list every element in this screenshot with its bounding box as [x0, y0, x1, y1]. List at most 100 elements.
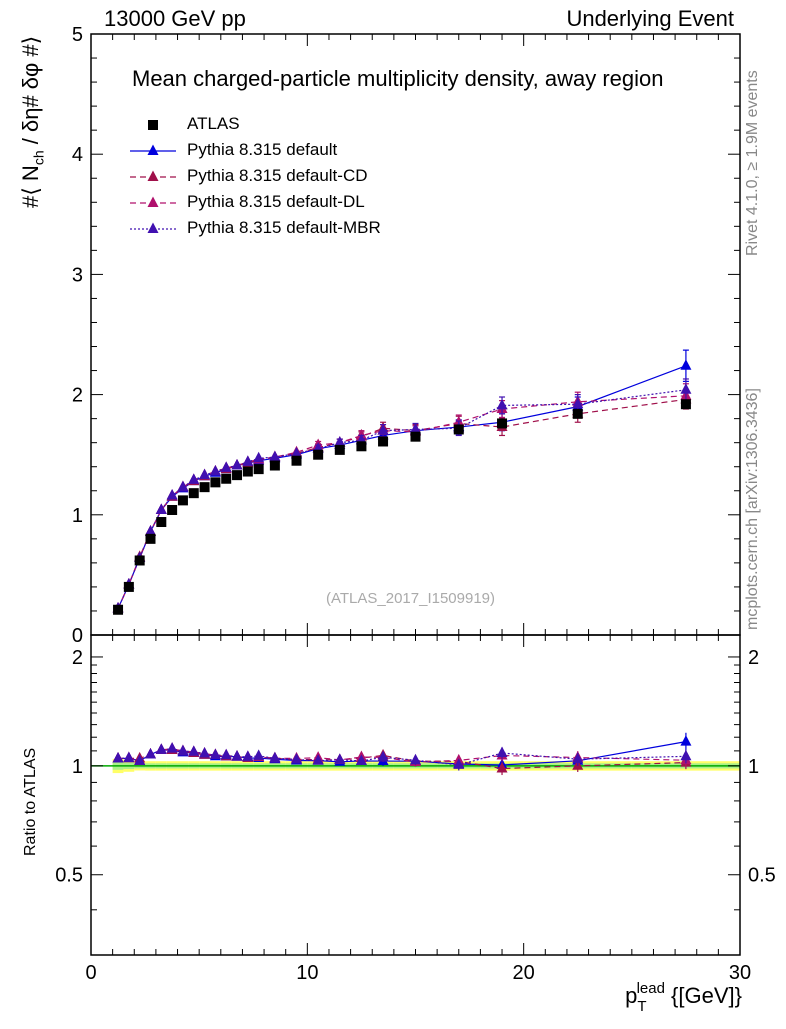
marker-atlas — [167, 504, 178, 515]
marker-mbr — [166, 489, 178, 500]
analysis-id: (ATLAS_2017_I1509919) — [326, 590, 496, 607]
ratio-marker-mbr — [312, 754, 324, 765]
marker-atlas — [134, 555, 145, 566]
ratio-marker-mbr — [134, 754, 146, 765]
x-tick-label: 0 — [85, 962, 96, 984]
ratio-marker-mbr — [377, 750, 389, 762]
header-energy-label: 13000 GeV pp — [104, 6, 246, 31]
marker-atlas — [123, 581, 134, 592]
ratio-y-tick-label-right: 0.5 — [748, 865, 776, 887]
marker-mbr — [253, 451, 265, 463]
marker-atlas — [572, 408, 583, 419]
axis-tick-labels: 0 10 20 30 0 1 2 3 4 5 0.5 0.5 1 1 2 2 — [55, 24, 776, 984]
legend-entry-atlas: ATLAS — [130, 112, 460, 138]
legend-symbol-mbr — [147, 222, 159, 233]
marker-mbr — [680, 383, 692, 394]
ratio-marker-mbr — [453, 758, 465, 769]
legend-label: Pythia 8.315 default-CD — [187, 166, 368, 185]
x-label-superscript: lead — [636, 980, 665, 997]
marker-atlas — [221, 473, 232, 484]
marker-mbr — [144, 525, 156, 536]
marker-atlas — [177, 495, 188, 506]
ratio-marker-mbr — [231, 750, 243, 761]
legend-label: Pythia 8.315 default — [187, 140, 338, 159]
marker-mbr — [496, 398, 508, 410]
marker-atlas — [680, 399, 691, 410]
y-label-subscript: ch — [30, 150, 47, 166]
marker-atlas — [378, 436, 389, 447]
marker-atlas — [269, 460, 280, 471]
ratio-marker-mbr — [242, 750, 254, 761]
ratio-y-axis-label: Ratio to ATLAS — [22, 747, 39, 856]
ratio-marker-mbr — [209, 748, 221, 760]
legend-entry-dl: Pythia 8.315 default-DL — [130, 190, 460, 216]
series-line-mbr — [117, 389, 686, 609]
ratio-marker-mbr — [269, 751, 281, 763]
ratio-marker-mbr — [123, 751, 135, 763]
marker-atlas — [253, 464, 264, 475]
ratio-marker-mbr — [112, 752, 124, 763]
ratio-marker-mbr — [220, 748, 232, 760]
y-tick-label: 5 — [72, 24, 83, 46]
x-tick-label: 10 — [296, 962, 318, 984]
marker-mbr — [377, 424, 389, 435]
legend-symbol-dl — [147, 196, 159, 207]
marker-atlas — [242, 466, 253, 477]
data-series — [112, 349, 692, 776]
y-tick-label: 3 — [72, 264, 83, 286]
series-line-cd — [117, 398, 686, 609]
ratio-marker-mbr — [291, 752, 303, 764]
marker-mbr — [188, 473, 200, 484]
ratio-marker-cd — [496, 762, 508, 773]
ratio-marker-mbr — [199, 747, 211, 758]
ratio-y-tick-label: 1 — [72, 756, 83, 778]
ratio-marker-mbr — [572, 752, 584, 764]
y-tick-label: 1 — [72, 505, 83, 527]
marker-mbr — [334, 436, 346, 447]
ratio-marker-mbr — [177, 744, 189, 756]
marker-atlas — [334, 444, 345, 455]
ratio-marker-mbr — [188, 745, 200, 756]
mcplots-credit-label: mcplots.cern.ch [arXiv:1306.3436] — [744, 388, 761, 630]
marker-mbr — [209, 464, 221, 476]
legend-entry-mbr: Pythia 8.315 default-MBR — [130, 216, 460, 242]
marker-mbr — [291, 446, 303, 458]
marker-atlas — [188, 488, 199, 499]
legend-entry-default: Pythia 8.315 default — [130, 138, 460, 164]
marker-mbr — [269, 450, 281, 462]
main-y-axis-label: #⟨ Nch / δη# δφ #⟩ — [18, 36, 46, 208]
legend-symbol-default — [147, 144, 159, 155]
marker-atlas — [210, 477, 221, 488]
legend-label: ATLAS — [187, 114, 240, 133]
marker-atlas — [497, 418, 508, 429]
marker-atlas — [113, 604, 124, 615]
axis-ticks — [90, 33, 741, 955]
x-label-subscript: T — [637, 998, 647, 1015]
ratio-y-tick-label-right: 1 — [748, 756, 759, 778]
ratio-y-tick-label-right: 2 — [748, 647, 759, 669]
plot-title: Mean charged-particle multiplicity densi… — [132, 66, 664, 91]
marker-mbr — [242, 455, 254, 466]
legend-label: Pythia 8.315 default-DL — [187, 192, 365, 211]
legend-entry-cd: Pythia 8.315 default-CD — [130, 164, 460, 190]
marker-atlas — [291, 455, 302, 466]
y-tick-label: 2 — [72, 385, 83, 407]
marker-mbr — [220, 461, 232, 472]
y-label-prefix: #⟨ N — [18, 165, 43, 208]
y-label-suffix: / δη# δφ #⟩ — [18, 35, 43, 145]
x-tick-label: 30 — [729, 962, 751, 984]
marker-mbr — [410, 422, 421, 434]
x-label-unit: {[GeV]} — [671, 983, 742, 1008]
marker-atlas — [232, 470, 243, 481]
ratio-marker-mbr — [155, 743, 167, 754]
marker-mbr — [155, 503, 167, 514]
marker-mbr — [177, 480, 189, 492]
marker-atlas — [145, 533, 156, 544]
ratio-marker-mbr — [166, 742, 178, 753]
ratio-marker-default — [680, 735, 692, 746]
legend-symbols — [130, 120, 176, 233]
marker-mbr — [572, 397, 584, 409]
series-line-dl — [117, 395, 686, 609]
legend-symbol-atlas — [148, 120, 158, 130]
